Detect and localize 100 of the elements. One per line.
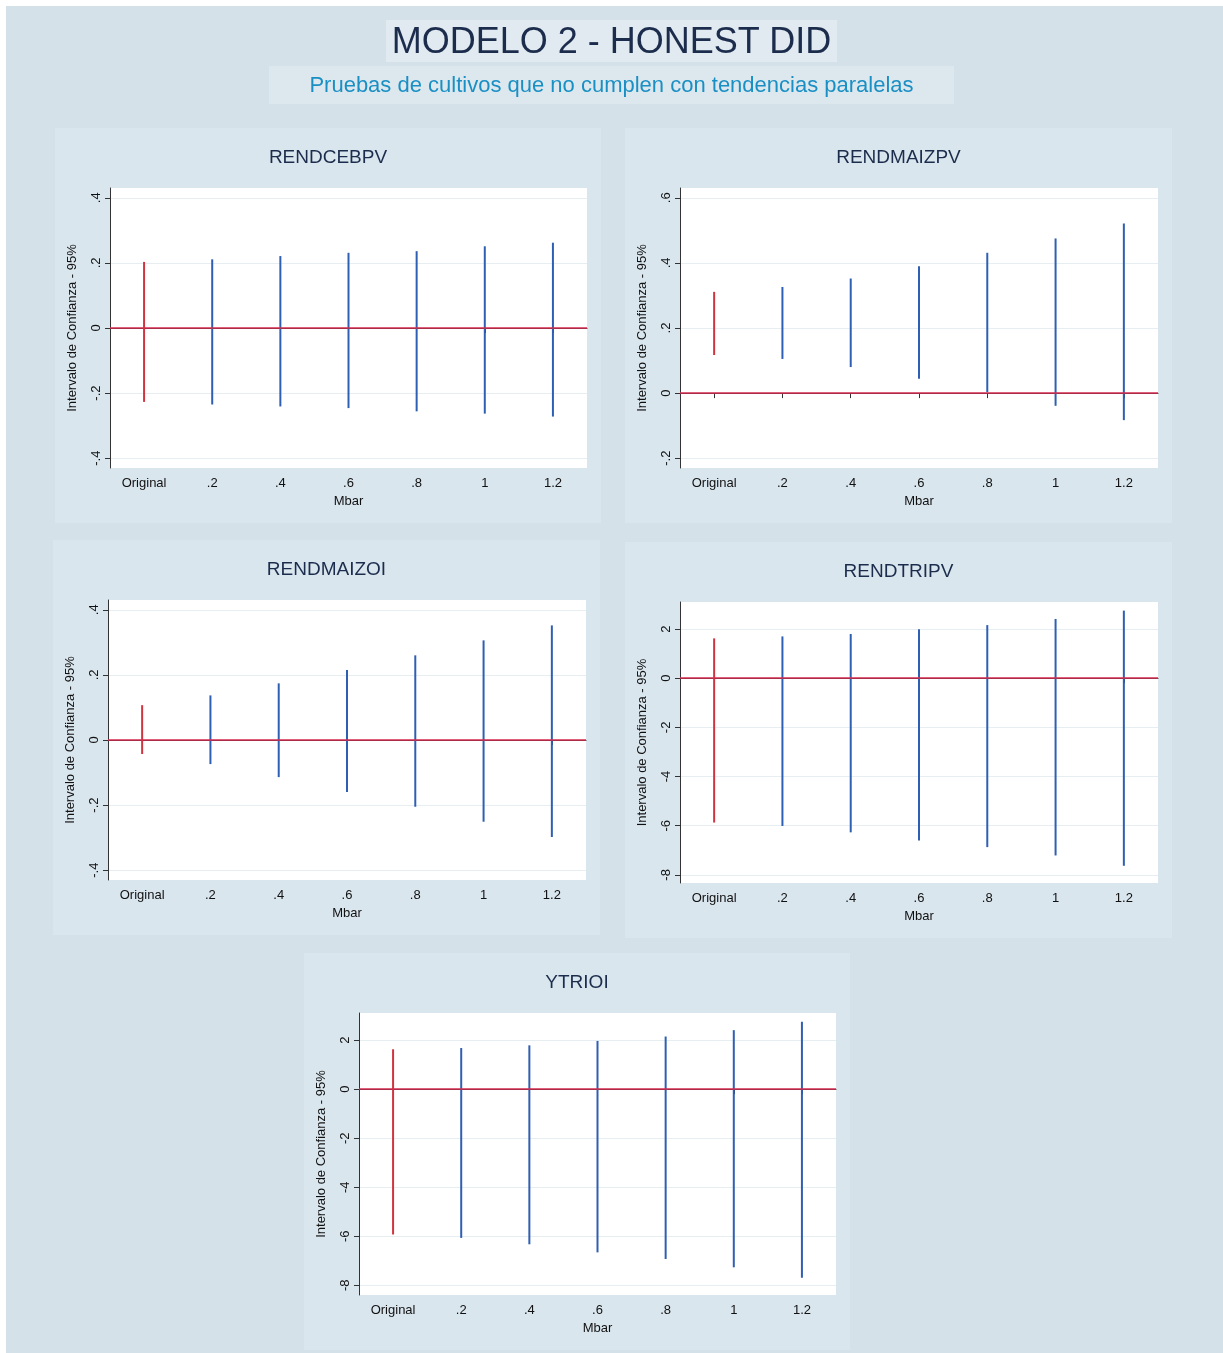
- y-tick-label: -8: [658, 869, 673, 881]
- x-tick-label: .4: [273, 887, 285, 902]
- bar: [482, 640, 485, 822]
- y-axis-title: Intervalo de Confianza - 95%: [313, 1069, 328, 1238]
- chart-title: RENDTRIPV: [843, 560, 954, 581]
- x-tick-label: Original: [691, 890, 737, 905]
- chart-title: YTRIOI: [545, 971, 609, 992]
- text: MODELO 2 - HONEST DID: [385, 20, 838, 62]
- y-tick-label: .4: [658, 257, 673, 269]
- x-tick-label: .4: [274, 475, 286, 490]
- y-tick-label: 0: [658, 389, 673, 397]
- y-axis-title: Intervalo de Confianza - 95%: [64, 243, 79, 412]
- bar: [596, 1040, 599, 1253]
- y-tick-label: -6: [658, 819, 673, 832]
- bar: [143, 261, 146, 402]
- y-tick-label: 0: [86, 736, 101, 744]
- bar: [209, 695, 212, 765]
- y-tick-label: -2: [658, 721, 673, 734]
- x-tick-label: .2: [777, 475, 788, 490]
- y-tick-label: -4: [337, 1181, 352, 1193]
- y-tick-label: .4: [88, 192, 103, 204]
- x-tick-label: 1.2: [792, 1302, 811, 1317]
- x-tick-label: 1.2: [1114, 475, 1133, 490]
- x-tick-label: 1: [1051, 475, 1060, 490]
- x-tick-label: .4: [523, 1302, 535, 1317]
- x-axis-title: Mbar: [904, 907, 935, 923]
- x-tick-label: .6: [592, 1302, 603, 1317]
- y-axis-title: Intervalo de Confianza - 95%: [62, 655, 77, 824]
- bar: [849, 278, 852, 368]
- y-tick-label: -.4: [88, 450, 103, 466]
- x-tick-label: .2: [206, 475, 218, 490]
- y-tick-label: 0: [658, 674, 673, 682]
- x-tick-label: 1: [481, 475, 489, 490]
- y-tick-label: 2: [658, 625, 673, 633]
- bar: [781, 286, 784, 359]
- x-tick-label: .2: [205, 887, 216, 902]
- x-tick-label: Original: [121, 475, 167, 490]
- y-tick-label: .2: [86, 669, 101, 681]
- bar: [732, 1030, 735, 1268]
- x-tick-label: .8: [660, 1302, 672, 1317]
- bar: [1054, 238, 1057, 406]
- text: Pruebas de cultivos que no cumplen con tendencias paralelas: [269, 66, 954, 104]
- y-tick-label: -.2: [658, 450, 673, 466]
- x-tick-label: 1.2: [1114, 890, 1133, 905]
- x-tick-label: 1: [1051, 890, 1060, 905]
- y-tick-label: 0: [337, 1085, 352, 1093]
- bar: [414, 655, 417, 807]
- x-tick-label: .8: [409, 887, 421, 902]
- bar: [141, 705, 144, 754]
- y-axis-title: Intervalo de Confianza - 95%: [634, 243, 649, 412]
- y-tick-label: .2: [88, 257, 103, 269]
- bar: [392, 1049, 395, 1235]
- bar: [346, 670, 348, 793]
- x-tick-label: .6: [913, 475, 925, 490]
- bar: [781, 636, 784, 826]
- bar: [211, 259, 214, 405]
- bar: [1122, 610, 1125, 866]
- x-tick-label: .8: [981, 890, 993, 905]
- bar: [279, 256, 282, 407]
- x-axis-title: Mbar: [332, 904, 363, 920]
- y-tick-label: .4: [86, 604, 101, 616]
- x-tick-label: 1.2: [542, 887, 561, 902]
- y-axis-title: Intervalo de Confianza - 95%: [634, 658, 649, 827]
- bar: [664, 1036, 667, 1259]
- bar: [800, 1021, 803, 1278]
- bar: [528, 1045, 531, 1245]
- x-tick-label: .4: [845, 475, 857, 490]
- bar: [918, 266, 920, 379]
- y-tick-label: -.4: [86, 862, 101, 878]
- x-tick-label: Original: [691, 475, 737, 490]
- bar: [550, 625, 553, 838]
- chart-title: RENDCEBPV: [268, 146, 388, 167]
- x-axis-title: Mbar: [582, 1319, 613, 1335]
- bar: [347, 252, 350, 409]
- chart-title: RENDMAIZPV: [836, 146, 962, 167]
- x-axis-title: Mbar: [904, 492, 935, 508]
- x-tick-label: .4: [845, 890, 857, 905]
- x-tick-label: Original: [370, 1302, 416, 1317]
- y-tick-label: -4: [658, 770, 673, 783]
- bar: [277, 683, 280, 778]
- bar: [918, 629, 920, 841]
- x-tick-label: Original: [119, 887, 165, 902]
- bar: [1054, 618, 1057, 856]
- y-tick-label: -.2: [86, 797, 101, 813]
- x-tick-label: .2: [455, 1302, 467, 1317]
- x-tick-label: .6: [913, 890, 925, 905]
- bar: [415, 251, 418, 412]
- y-tick-label: 0: [88, 324, 103, 332]
- chart-title: RENDMAIZOI: [266, 558, 387, 579]
- y-tick-label: -6: [337, 1230, 352, 1242]
- bar: [849, 633, 852, 833]
- bar: [986, 252, 989, 393]
- x-tick-label: .2: [777, 890, 788, 905]
- x-tick-label: 1: [730, 1302, 738, 1317]
- y-tick-label: -8: [337, 1279, 352, 1291]
- x-tick-label: .8: [981, 475, 993, 490]
- y-tick-label: -2: [337, 1132, 352, 1144]
- bar: [986, 625, 989, 848]
- bar: [713, 291, 716, 356]
- x-tick-label: 1.2: [543, 475, 562, 490]
